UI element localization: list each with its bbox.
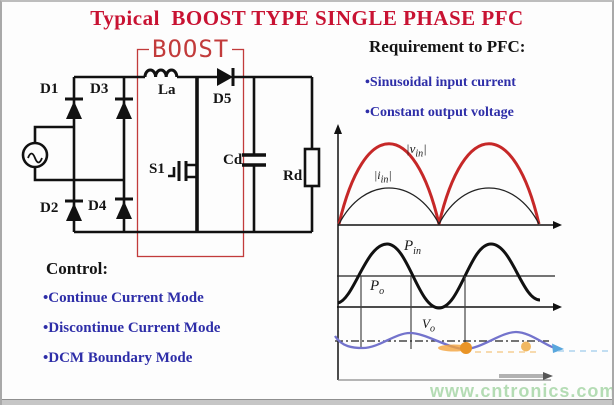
axis-arrowheads xyxy=(334,124,562,311)
label-la: La xyxy=(158,82,176,98)
label-d2: D2 xyxy=(40,200,59,216)
capacitor-cd-symbol xyxy=(242,153,266,167)
pin-label: Pin xyxy=(404,238,421,258)
page-title: Typical BOOST TYPE SINGLE PHASE PFC xyxy=(90,6,524,30)
diode-d2-symbol xyxy=(65,199,83,221)
bottom-border-band xyxy=(2,399,612,405)
control-item: •Discontinue Current Mode xyxy=(43,320,221,336)
resistor-rd-symbol xyxy=(303,147,321,188)
requirements-heading: Requirement to PFC: xyxy=(369,37,526,56)
iin-curve xyxy=(338,187,540,226)
label-s1: S1 xyxy=(149,161,165,177)
highlight-marks xyxy=(438,341,608,354)
label-d3: D3 xyxy=(90,81,109,97)
diode-d5-symbol xyxy=(217,68,235,86)
po-label: Po xyxy=(370,278,385,298)
iin-label: |iin| xyxy=(374,168,392,186)
timing-guides xyxy=(360,276,466,349)
inductor-la-symbol xyxy=(143,68,179,78)
waveform-axes xyxy=(337,127,554,380)
ac-source-symbol xyxy=(21,141,49,169)
baseline xyxy=(338,372,553,381)
label-d4: D4 xyxy=(88,198,107,214)
diode-d3-symbol xyxy=(115,97,133,119)
mosfet-s1-symbol xyxy=(168,161,197,181)
diode-d1-symbol xyxy=(65,97,83,119)
vin-curve xyxy=(337,142,541,225)
diode-d4-symbol xyxy=(115,197,133,219)
vin-label: |vin| xyxy=(406,141,427,160)
control-item: •Continue Current Mode xyxy=(43,290,204,306)
pin-curve xyxy=(337,242,541,310)
watermark: www.cntronics.com xyxy=(430,381,614,401)
vo-label: Vo xyxy=(422,316,435,335)
requirement-item: •Sinusoidal input current xyxy=(365,75,516,90)
label-rd: Rd xyxy=(283,168,303,184)
label-cd: Cd xyxy=(223,152,243,168)
control-item: •DCM Boundary Mode xyxy=(43,350,193,366)
vo-curve xyxy=(334,330,564,353)
label-d5: D5 xyxy=(213,91,232,107)
requirement-item: •Constant output voltage xyxy=(365,105,514,120)
label-d1: D1 xyxy=(40,81,59,97)
control-heading: Control: xyxy=(46,259,109,278)
boost-box-label: BOOST xyxy=(149,36,233,62)
